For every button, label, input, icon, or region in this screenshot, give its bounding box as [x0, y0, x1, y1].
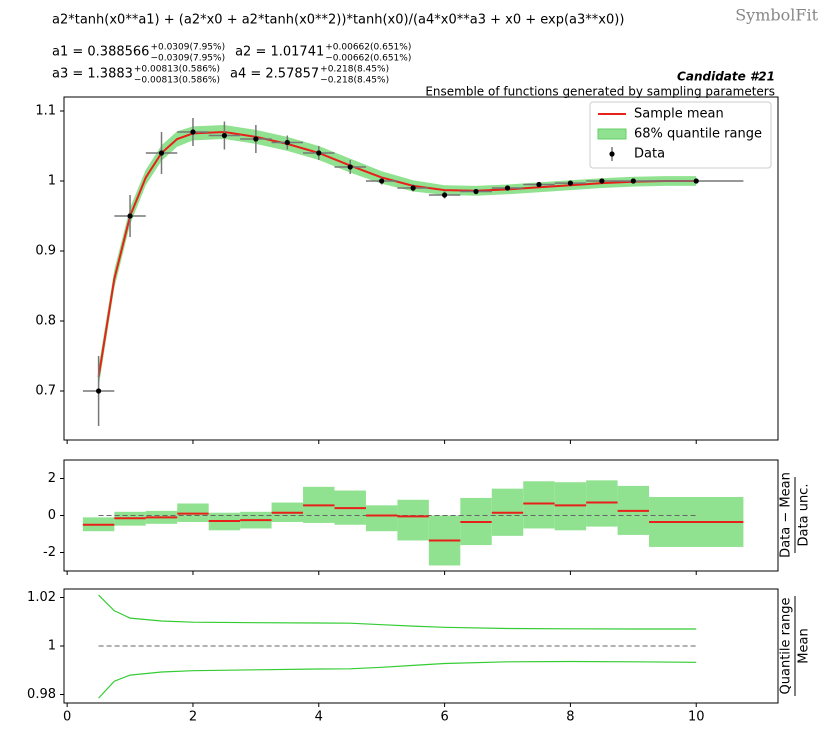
y-tick-label: -2 — [43, 545, 56, 560]
data-point — [410, 185, 416, 191]
x-tick-label: 8 — [566, 710, 574, 725]
parameter: a1 = 0.388566 — [52, 45, 149, 60]
data-point — [630, 178, 636, 184]
legend-swatch — [597, 128, 627, 140]
data-point — [190, 129, 196, 135]
x-tick-label: 2 — [189, 710, 197, 725]
data-point — [284, 139, 290, 146]
legend-box — [589, 101, 772, 169]
data-point — [567, 180, 574, 186]
quantile-band — [523, 481, 555, 529]
data-point — [536, 181, 542, 188]
y-label: Data − Mean Data unc. — [779, 472, 812, 558]
data-point — [253, 136, 259, 142]
data-point — [316, 150, 322, 156]
y-label-bottom: Mean — [797, 628, 812, 663]
brand: SymbolFit — [735, 6, 818, 25]
y-tick-label: 0.8 — [35, 314, 56, 329]
parameter-plus: +0.00662(0.651%) — [325, 43, 411, 53]
parameter-minus: −0.00813(0.586%) — [134, 76, 220, 86]
y-tick-label: 0.9 — [35, 244, 56, 259]
y-label-top: Quantile range — [779, 598, 794, 695]
data-point — [127, 213, 133, 219]
quantile-band — [365, 505, 398, 532]
legend-label: Sample mean — [634, 107, 724, 122]
legend-label: Data — [634, 147, 665, 162]
parameter-plus: +0.0309(7.95%) — [150, 43, 225, 53]
parameter: a3 = 1.3883 — [52, 67, 133, 82]
x-tick-label: 4 — [315, 710, 323, 725]
legend-label: 68% quantile range — [634, 127, 762, 142]
parameter: a2 = 1.01741 — [235, 45, 324, 60]
panel-frame — [63, 459, 779, 572]
y-label-top: Data − Mean — [779, 472, 794, 558]
data-point — [441, 192, 448, 198]
quantile-band — [397, 499, 429, 541]
y-tick-label: 0 — [48, 508, 56, 523]
line — [98, 594, 697, 630]
data-point — [158, 150, 165, 156]
data-point — [379, 178, 385, 184]
x-tick-label: 6 — [440, 710, 448, 725]
parameter-minus: −0.0309(7.95%) — [150, 54, 225, 64]
parameter: a4 = 2.57857 — [230, 67, 319, 82]
subtitle: Ensemble of functions generated by sampl… — [425, 85, 775, 99]
y-label-bottom: Data unc. — [797, 484, 812, 547]
panel-frame — [63, 96, 779, 441]
parameter-minus: −0.218(8.45%) — [320, 76, 389, 86]
candidate: Candidate #21 — [677, 70, 775, 84]
legend-swatch — [609, 151, 615, 157]
x-tick-label: 10 — [688, 710, 705, 725]
data-point — [599, 178, 605, 184]
marks: 0.7 0.8 0.9 1 1.1 -2 0 2 0.98 1 1.02 0 2 4 6 8 10 Sample … — [27, 101, 772, 725]
line — [97, 130, 697, 378]
x-tick-label: 0 — [63, 710, 71, 725]
line — [98, 660, 697, 699]
data-point — [221, 132, 228, 139]
parameter-plus: +0.218(8.45%) — [320, 65, 389, 75]
y-tick-label: 1 — [48, 639, 56, 654]
panel-frame — [63, 588, 779, 704]
data-point — [693, 178, 699, 184]
y-tick-label: 1 — [48, 174, 56, 189]
y-label: Quantile range Mean — [779, 596, 812, 696]
parameter-plus: +0.00813(0.586%) — [134, 65, 220, 75]
y-tick-label: 0.98 — [27, 687, 56, 702]
y-tick-label: 1.02 — [27, 590, 56, 605]
data-point — [95, 388, 102, 394]
data-point — [504, 185, 511, 191]
y-tick-label: 0.7 — [35, 384, 56, 399]
formula: a2*tanh(x0**a1) + (a2*x0 + a2*tanh(x0**2… — [52, 13, 624, 28]
data-point — [473, 188, 479, 195]
data-point — [347, 164, 353, 170]
parameter-minus: −0.00662(0.651%) — [325, 54, 411, 64]
y-tick-label: 2 — [48, 471, 56, 486]
quantile-band — [98, 125, 697, 388]
y-tick-label: 1.1 — [35, 104, 56, 119]
